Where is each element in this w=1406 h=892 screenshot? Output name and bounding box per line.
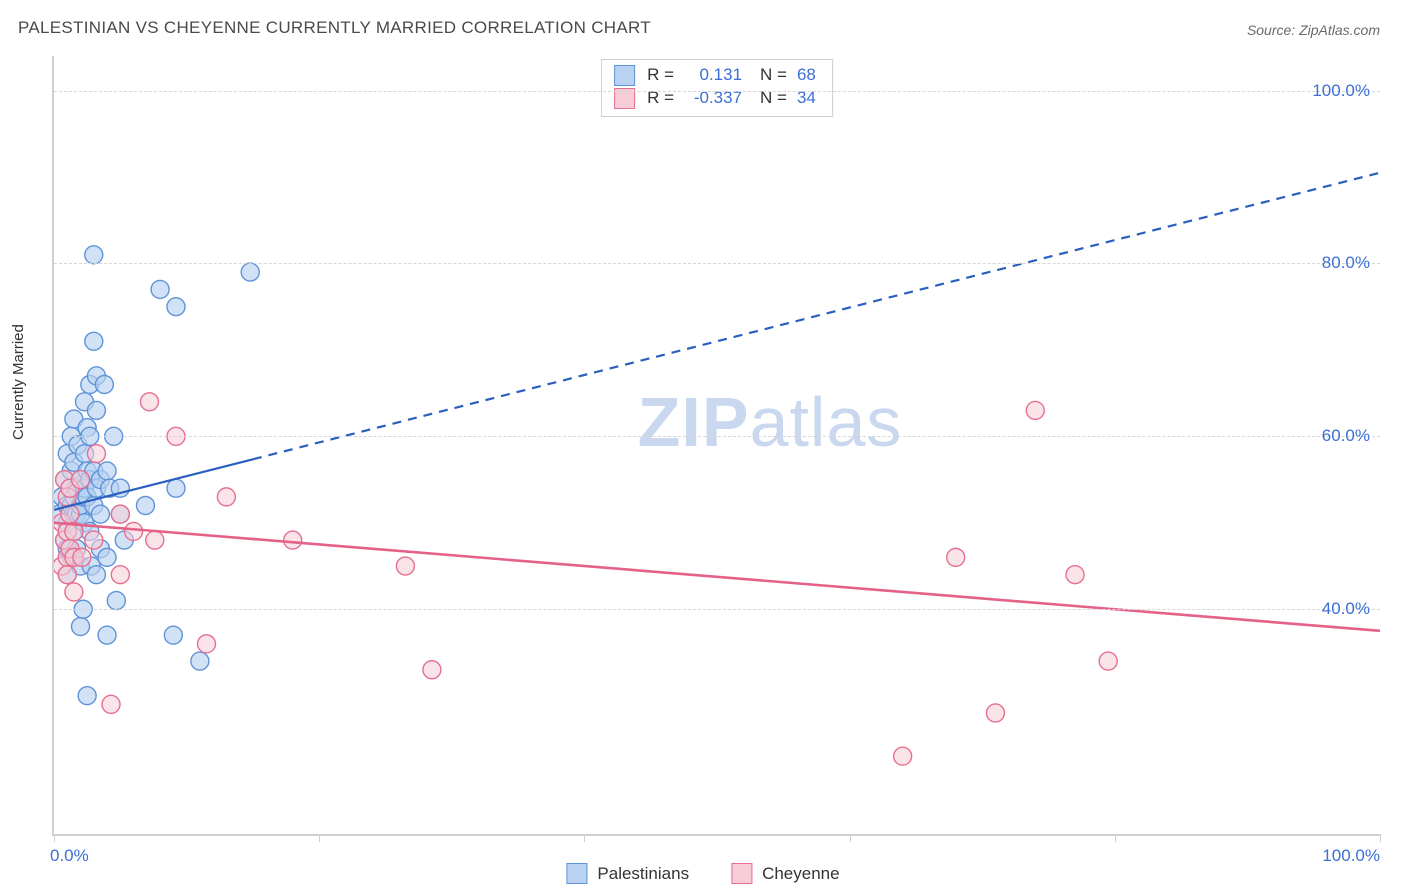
data-point <box>85 531 103 549</box>
data-point <box>107 592 125 610</box>
data-point <box>98 548 116 566</box>
bottom-legend: Palestinians Cheyenne <box>566 863 839 884</box>
data-point <box>167 298 185 316</box>
data-point <box>197 635 215 653</box>
y-tick-label: 40.0% <box>1322 599 1370 619</box>
data-point <box>894 747 912 765</box>
source-name: ZipAtlas.com <box>1299 22 1380 38</box>
data-point <box>191 652 209 670</box>
x-tick <box>1115 834 1116 842</box>
legend-item: Palestinians <box>566 863 689 884</box>
data-point <box>241 263 259 281</box>
n-label: N = <box>760 64 787 87</box>
data-point <box>65 583 83 601</box>
data-point <box>164 626 182 644</box>
data-point <box>73 548 91 566</box>
regression-line-dashed <box>253 173 1380 460</box>
x-origin-label: 0.0% <box>50 846 89 866</box>
legend-item: Cheyenne <box>731 863 840 884</box>
gridline <box>54 436 1380 437</box>
stats-legend-box: R =0.131N =68R =-0.337N =34 <box>601 59 833 117</box>
series-swatch <box>614 65 635 86</box>
data-point <box>102 695 120 713</box>
data-point <box>111 566 129 584</box>
data-point <box>98 626 116 644</box>
r-label: R = <box>647 64 674 87</box>
x-tick <box>1380 834 1381 842</box>
data-point <box>87 445 105 463</box>
legend-label: Palestinians <box>597 864 689 884</box>
data-point <box>947 548 965 566</box>
data-point <box>87 401 105 419</box>
x-end-label: 100.0% <box>1322 846 1380 866</box>
data-point <box>58 566 76 584</box>
n-value: 68 <box>797 64 816 87</box>
data-point <box>167 479 185 497</box>
legend-label: Cheyenne <box>762 864 840 884</box>
y-tick-label: 60.0% <box>1322 426 1370 446</box>
data-point <box>1026 401 1044 419</box>
data-point <box>72 471 90 489</box>
source-attribution: Source: ZipAtlas.com <box>1247 22 1380 38</box>
data-point <box>986 704 1004 722</box>
data-point <box>72 618 90 636</box>
chart-title: PALESTINIAN VS CHEYENNE CURRENTLY MARRIE… <box>18 18 651 38</box>
x-tick <box>584 834 585 842</box>
data-point <box>396 557 414 575</box>
gridline <box>54 91 1380 92</box>
scatter-svg <box>54 56 1380 834</box>
data-point <box>85 246 103 264</box>
stats-row: R = 0.131 N = 68 <box>614 64 816 87</box>
data-point <box>125 522 143 540</box>
y-axis-label: Currently Married <box>10 324 27 440</box>
data-point <box>91 505 109 523</box>
data-point <box>111 505 129 523</box>
gridline <box>54 263 1380 264</box>
data-point <box>423 661 441 679</box>
data-point <box>85 332 103 350</box>
data-point <box>87 566 105 584</box>
gridline <box>54 609 1380 610</box>
data-point <box>95 375 113 393</box>
y-tick-label: 80.0% <box>1322 253 1370 273</box>
data-point <box>151 280 169 298</box>
chart-plot-area: ZIPatlas R =0.131N =68R =-0.337N =34 40.… <box>52 56 1380 836</box>
data-point <box>78 687 96 705</box>
y-tick-label: 100.0% <box>1312 81 1370 101</box>
data-point <box>146 531 164 549</box>
data-point <box>217 488 235 506</box>
data-point <box>98 462 116 480</box>
data-point <box>1099 652 1117 670</box>
regression-line <box>54 523 1380 631</box>
data-point <box>284 531 302 549</box>
data-point <box>136 497 154 515</box>
legend-swatch <box>731 863 752 884</box>
x-tick <box>850 834 851 842</box>
data-point <box>140 393 158 411</box>
x-tick <box>319 834 320 842</box>
data-point <box>1066 566 1084 584</box>
x-tick <box>54 834 55 842</box>
r-value: 0.131 <box>684 64 742 87</box>
legend-swatch <box>566 863 587 884</box>
source-prefix: Source: <box>1247 22 1299 38</box>
